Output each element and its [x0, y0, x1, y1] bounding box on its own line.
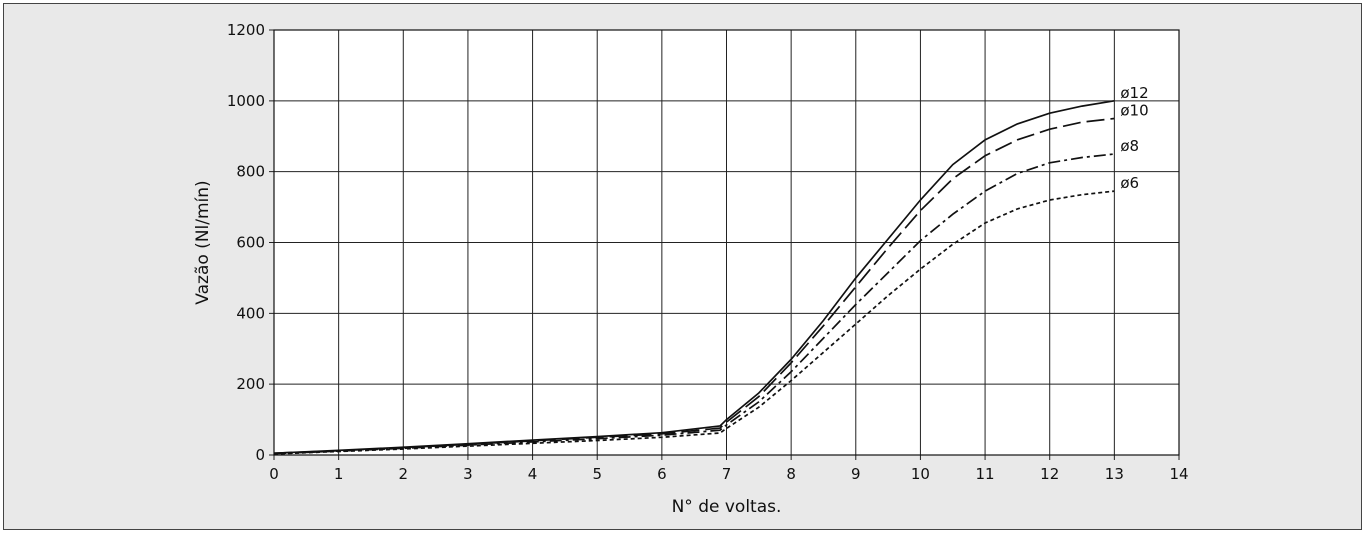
- x-tick-label: 10: [911, 465, 930, 483]
- x-tick-label: 2: [399, 465, 409, 483]
- x-tick-label: 8: [786, 465, 796, 483]
- x-tick-label: 9: [851, 465, 861, 483]
- x-tick-label: 4: [528, 465, 538, 483]
- x-tick-label: 3: [463, 465, 473, 483]
- series-line: [273, 99, 1115, 455]
- x-axis-label: N° de voltas.: [672, 497, 782, 517]
- series-label: ø6: [1120, 174, 1139, 192]
- x-tick-label: 14: [1169, 465, 1188, 483]
- series-label: ø10: [1120, 102, 1148, 120]
- series-line: [273, 153, 1115, 455]
- y-axis-label: Vazão (Nl/mín): [193, 180, 213, 304]
- series-layer: [273, 99, 1115, 455]
- y-tick-label: 400: [236, 304, 265, 322]
- x-tick-label: 5: [592, 465, 602, 483]
- series-line: [273, 117, 1115, 455]
- plot-border: [273, 29, 1180, 456]
- tick-labels: 0 1 2 3 4 5 6 7 8 9 10 11 12 13 1402004006008001000120…: [227, 21, 1189, 483]
- x-tick-label: 13: [1105, 465, 1124, 483]
- x-tick-label: 6: [657, 465, 667, 483]
- y-tick-label: 600: [236, 234, 265, 252]
- y-tick-label: 0: [255, 446, 265, 464]
- x-tick-label: 7: [722, 465, 732, 483]
- y-tick-label: 200: [236, 375, 265, 393]
- series-line: [273, 190, 1115, 455]
- x-tick-label: 0: [269, 465, 279, 483]
- y-tick-label: 1000: [227, 92, 265, 110]
- series-label: ø8: [1120, 137, 1139, 155]
- y-tick-label: 1200: [227, 21, 265, 39]
- grid: [269, 29, 1180, 460]
- flow-chart: 0 1 2 3 4 5 6 7 8 9 10 11 12 13 1402004006008001000120…: [193, 21, 1189, 517]
- series-label: ø12: [1120, 84, 1148, 102]
- x-tick-label: 12: [1040, 465, 1059, 483]
- x-tick-label: 11: [976, 465, 995, 483]
- x-tick-label: 1: [334, 465, 344, 483]
- y-tick-label: 800: [236, 163, 265, 181]
- chart-frame: 0 1 2 3 4 5 6 7 8 9 10 11 12 13 14 0 200 400 600 800 1000 120…: [3, 3, 1362, 530]
